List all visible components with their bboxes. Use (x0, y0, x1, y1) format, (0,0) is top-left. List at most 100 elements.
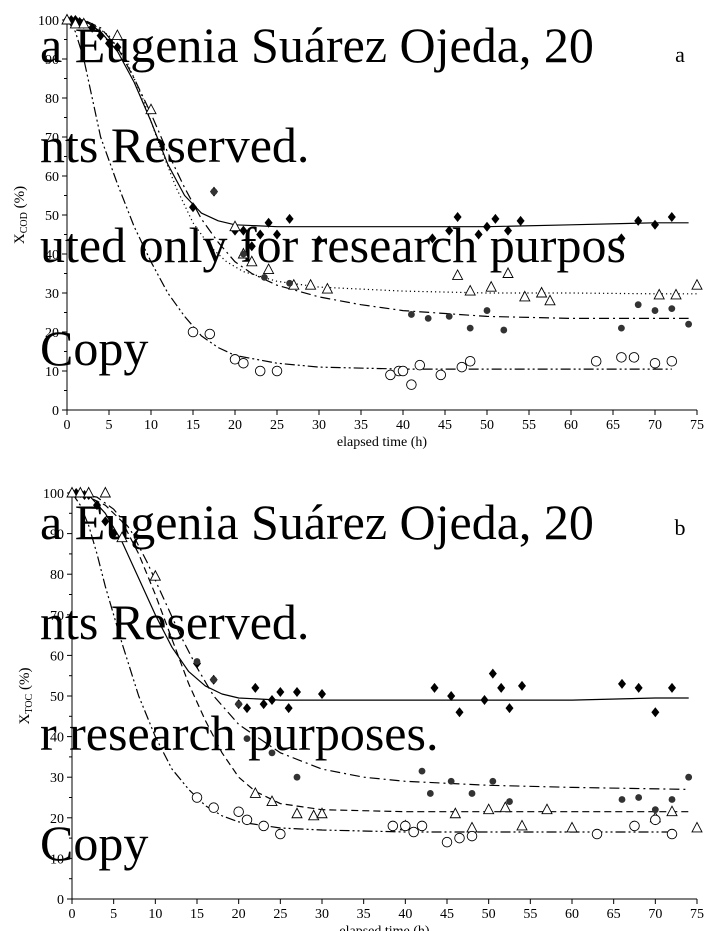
y-tick-label: 70 (45, 131, 59, 146)
data-point-triangle (82, 486, 95, 498)
x-tick-label: 30 (315, 907, 329, 922)
data-point-open-circle (464, 356, 476, 367)
data-point-triangle (502, 267, 514, 278)
data-point-filled-circle (445, 313, 453, 320)
x-tick-label: 40 (396, 418, 410, 433)
data-point-open-circle (414, 359, 426, 371)
data-point-open-circle (456, 361, 468, 373)
data-point-filled-circle (408, 311, 415, 318)
data-point-triangle (149, 569, 162, 581)
y-tick-label: 0 (52, 404, 59, 419)
x-tick-label: 60 (565, 907, 579, 922)
data-point-filled-circle (468, 790, 476, 797)
data-point-triangle (78, 17, 90, 29)
data-point-triangle (61, 13, 73, 25)
data-point-open-circle (435, 369, 447, 381)
data-point-diamond (488, 668, 497, 679)
data-point-filled-circle (426, 790, 434, 797)
data-point-diamond (318, 688, 326, 699)
data-point-diamond (651, 707, 660, 718)
data-point-filled-circle (240, 250, 247, 258)
x-tick-label: 45 (438, 418, 452, 433)
x-tick-label: 30 (312, 418, 326, 433)
panel-label: b (675, 515, 686, 540)
data-point-filled-circle (489, 777, 497, 785)
data-point-triangle (69, 17, 82, 29)
data-point-filled-circle (668, 796, 676, 803)
data-point-filled-circle (668, 305, 676, 312)
x-tick-label: 25 (273, 907, 287, 922)
fit-curve-dash-dot (71, 492, 689, 790)
data-point-triangle (653, 288, 665, 300)
data-point-diamond (651, 219, 659, 230)
y-axis-label: XTOC (%) (17, 668, 35, 725)
y-tick-label: 90 (45, 53, 59, 68)
data-point-diamond (284, 703, 293, 714)
data-point-open-circle (590, 356, 602, 367)
data-point-diamond (455, 707, 464, 718)
y-tick-label: 80 (50, 568, 64, 583)
data-point-diamond (251, 682, 260, 693)
x-tick-label: 40 (398, 907, 412, 922)
x-tick-label: 10 (144, 418, 158, 433)
data-point-triangle (229, 220, 241, 232)
data-point-open-circle (650, 814, 661, 826)
data-point-open-circle (454, 832, 465, 844)
x-tick-label: 55 (522, 418, 536, 433)
data-point-diamond (247, 241, 256, 252)
y-tick-label: 20 (50, 812, 64, 827)
data-point-diamond (239, 225, 248, 236)
data-point-triangle (249, 786, 262, 798)
data-point-diamond (109, 528, 118, 539)
y-tick-label: 100 (38, 14, 59, 29)
data-point-filled-circle (210, 676, 218, 684)
data-point-diamond (430, 682, 439, 693)
x-tick-label: 65 (607, 907, 621, 922)
y-tick-label: 30 (45, 287, 59, 302)
y-tick-label: 10 (50, 852, 64, 867)
y-tick-label: 60 (45, 170, 59, 185)
data-point-triangle (316, 807, 328, 819)
x-tick-label: 75 (690, 418, 704, 433)
data-point-triangle (485, 280, 497, 292)
data-point-filled-circle (261, 274, 268, 281)
data-point-filled-circle (685, 320, 692, 328)
data-point-triangle (451, 268, 464, 280)
data-point-triangle (145, 103, 157, 115)
watermark-text: Copy (40, 815, 148, 871)
x-tick-label: 0 (69, 907, 76, 922)
y-tick-label: 40 (50, 731, 64, 746)
x-tick-label: 15 (190, 907, 204, 922)
data-point-triangle (482, 803, 495, 815)
data-point-triangle (246, 255, 258, 267)
data-point-open-circle (187, 326, 199, 338)
y-tick-label: 20 (45, 326, 59, 341)
data-point-triangle (499, 801, 512, 813)
x-tick-label: 70 (648, 418, 662, 433)
data-point-triangle (99, 486, 112, 498)
data-point-diamond (518, 680, 526, 691)
data-point-open-circle (416, 820, 428, 832)
data-point-open-circle (628, 352, 640, 363)
y-tick-label: 40 (45, 248, 59, 263)
x-tick-label: 45 (440, 907, 454, 922)
y-tick-label: 0 (57, 893, 64, 908)
watermark-text: a Eugenia Suárez Ojeda, 20 (40, 17, 594, 73)
data-point-triangle (670, 288, 682, 300)
data-point-triangle (111, 29, 124, 41)
data-point-triangle (541, 803, 553, 815)
data-point-triangle (291, 807, 303, 819)
x-tick-label: 75 (690, 907, 704, 922)
data-point-open-circle (441, 836, 453, 848)
x-tick-label: 60 (564, 418, 578, 433)
data-point-triangle (691, 821, 703, 833)
watermark-text: nts Reserved. (40, 117, 309, 173)
data-point-open-circle (238, 357, 249, 369)
data-point-filled-circle (210, 188, 218, 196)
watermark-text: Copy (40, 320, 148, 376)
data-point-diamond (268, 695, 276, 706)
fit-curve-dash-dot-dot (71, 492, 672, 833)
data-point-filled-circle (500, 326, 508, 334)
